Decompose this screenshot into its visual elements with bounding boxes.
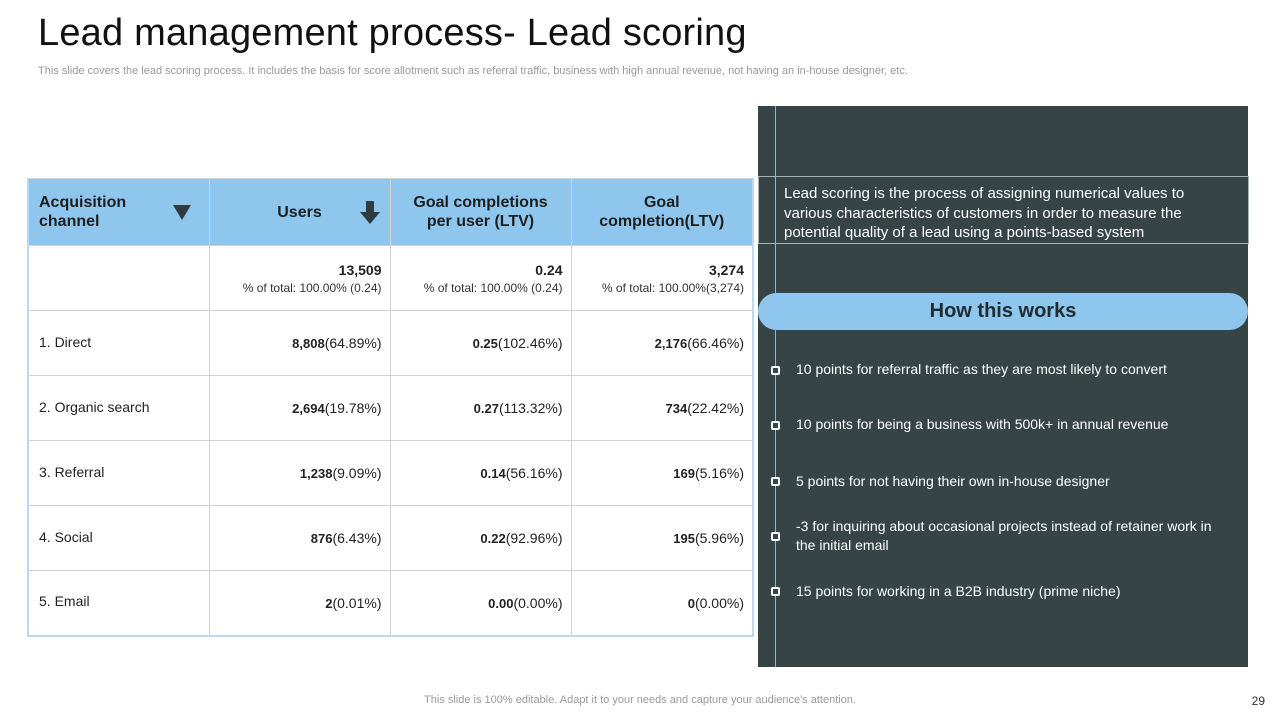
header-goal-per-user: Goal completions per user (LTV) — [389, 178, 572, 246]
gc-pct: (22.42%) — [687, 400, 744, 416]
gpu-pct: (113.32%) — [498, 400, 563, 416]
info-panel — [758, 106, 1248, 667]
page-title: Lead management process- Lead scoring — [38, 12, 747, 54]
gc-value: 169 — [673, 466, 695, 481]
gc-value: 734 — [665, 401, 688, 416]
bullet-marker-icon — [771, 366, 780, 375]
bullet-marker-icon — [771, 421, 780, 430]
table-row-totals: 13,509 % of total: 100.00% (0.24) 0.24 %… — [27, 245, 754, 311]
table-row: 5. Email 2(0.01%) 0.00(0.00%) 0(0.00%) — [27, 570, 754, 637]
users-pct: (6.43%) — [332, 530, 382, 546]
gc-cell: 195(5.96%) — [570, 505, 754, 571]
gc-pct: (5.16%) — [694, 465, 744, 481]
table-row: 4. Social 876(6.43%) 0.22(92.96%) 195(5.… — [27, 505, 754, 571]
users-value: 1,238 — [299, 466, 333, 481]
gc-cell: 0(0.00%) — [570, 570, 754, 637]
totals-users-cell: 13,509 % of total: 100.00% (0.24) — [208, 245, 391, 311]
gpu-value: 0.00 — [488, 595, 514, 611]
how-this-works-label: How this works — [929, 300, 1077, 322]
scoring-point: 10 points for referral traffic as they a… — [796, 361, 1167, 377]
gc-cell: 734(22.42%) — [570, 375, 754, 441]
users-cell: 2,694(19.78%) — [208, 375, 391, 441]
footer-note: This slide is 100% editable. Adapt it to… — [424, 694, 856, 706]
gc-cell: 169(5.16%) — [570, 440, 754, 506]
totals-users-value: 13,509 — [338, 261, 382, 278]
channel-cell: 3. Referral — [27, 440, 210, 506]
users-pct: (19.78%) — [324, 400, 382, 416]
gpu-value: 0.25 — [472, 336, 498, 351]
gpu-value: 0.27 — [473, 401, 499, 416]
gpu-pct: (0.00%) — [513, 594, 563, 611]
gpu-cell: 0.25(102.46%) — [389, 310, 572, 376]
header-users[interactable]: Users — [208, 178, 391, 246]
scoring-point: 5 points for not having their own in-hou… — [796, 473, 1110, 489]
gpu-cell: 0.00(0.00%) — [389, 570, 572, 637]
table-row: 1. Direct 8,808(64.89%) 0.25(102.46%) 2,… — [27, 310, 754, 376]
gpu-pct: (56.16%) — [505, 465, 563, 481]
how-this-works-header: How this works — [758, 293, 1248, 330]
users-cell: 876(6.43%) — [208, 505, 391, 571]
gpu-cell: 0.14(56.16%) — [389, 440, 572, 506]
gc-pct: (0.00%) — [694, 594, 744, 611]
scoring-point: -3 for inquiring about occasional projec… — [796, 518, 1212, 553]
description-box: Lead scoring is the process of assigning… — [758, 176, 1249, 244]
channel-cell: 5. Email — [27, 570, 210, 637]
gc-value: 195 — [673, 531, 695, 546]
totals-gc-pct: % of total: 100.00%(3,274) — [601, 280, 744, 295]
users-cell: 8,808(64.89%) — [208, 310, 391, 376]
channel-cell: 4. Social — [27, 505, 210, 571]
triangle-down-icon[interactable] — [172, 205, 191, 220]
users-cell: 1,238(9.09%) — [208, 440, 391, 506]
gc-value: 2,176 — [654, 336, 688, 351]
totals-gc-value: 3,274 — [708, 261, 744, 278]
users-value: 2 — [325, 595, 333, 611]
scoring-point: 15 points for working in a B2B industry … — [796, 583, 1121, 599]
totals-empty-cell — [27, 245, 210, 311]
table-row: 3. Referral 1,238(9.09%) 0.14(56.16%) 16… — [27, 440, 754, 506]
totals-gpu-pct: % of total: 100.00% (0.24) — [423, 280, 563, 295]
header-goal-completion: Goal completion(LTV) — [570, 178, 754, 246]
channel-cell: 1. Direct — [27, 310, 210, 376]
header-users-label: Users — [277, 203, 322, 221]
bullet-marker-icon — [771, 587, 780, 596]
users-value: 2,694 — [292, 401, 325, 416]
users-cell: 2(0.01%) — [208, 570, 391, 637]
totals-gpu-cell: 0.24 % of total: 100.00% (0.24) — [389, 245, 572, 311]
totals-gc-cell: 3,274 % of total: 100.00%(3,274) — [570, 245, 754, 311]
gpu-pct: (102.46%) — [497, 335, 563, 351]
gc-cell: 2,176(66.46%) — [570, 310, 754, 376]
page-number: 29 — [1251, 694, 1265, 708]
users-value: 876 — [310, 531, 333, 546]
gpu-pct: (92.96%) — [505, 530, 563, 546]
scoring-point: 10 points for being a business with 500k… — [796, 416, 1169, 432]
page-subtitle: This slide covers the lead scoring proce… — [38, 65, 908, 77]
sort-arrow-down-icon[interactable] — [359, 201, 380, 225]
header-channel[interactable]: Acquisition channel — [27, 178, 210, 246]
bullet-marker-icon — [771, 477, 780, 486]
bullet-marker-icon — [771, 532, 780, 541]
totals-users-pct: % of total: 100.00% (0.24) — [242, 280, 382, 295]
users-pct: (0.01%) — [332, 594, 382, 611]
gc-pct: (5.96%) — [694, 530, 744, 546]
users-pct: (9.09%) — [332, 465, 382, 481]
gc-value: 0 — [687, 595, 695, 611]
header-goal-completion-label: Goal completion(LTV) — [599, 194, 725, 230]
header-channel-label: Acquisition channel — [39, 194, 127, 230]
gc-pct: (66.46%) — [687, 335, 744, 351]
acquisition-table: Acquisition channel Users Goal completio… — [27, 178, 754, 637]
users-pct: (64.89%) — [324, 335, 382, 351]
channel-cell: 2. Organic search — [27, 375, 210, 441]
timeline-line — [775, 106, 776, 667]
gpu-value: 0.22 — [480, 531, 506, 546]
header-goal-per-user-label: Goal completions per user (LTV) — [413, 194, 548, 230]
table-row: 2. Organic search 2,694(19.78%) 0.27(113… — [27, 375, 754, 441]
gpu-cell: 0.27(113.32%) — [389, 375, 572, 441]
totals-gpu-value: 0.24 — [535, 261, 563, 278]
users-value: 8,808 — [292, 336, 325, 351]
gpu-value: 0.14 — [480, 466, 506, 481]
gpu-cell: 0.22(92.96%) — [389, 505, 572, 571]
